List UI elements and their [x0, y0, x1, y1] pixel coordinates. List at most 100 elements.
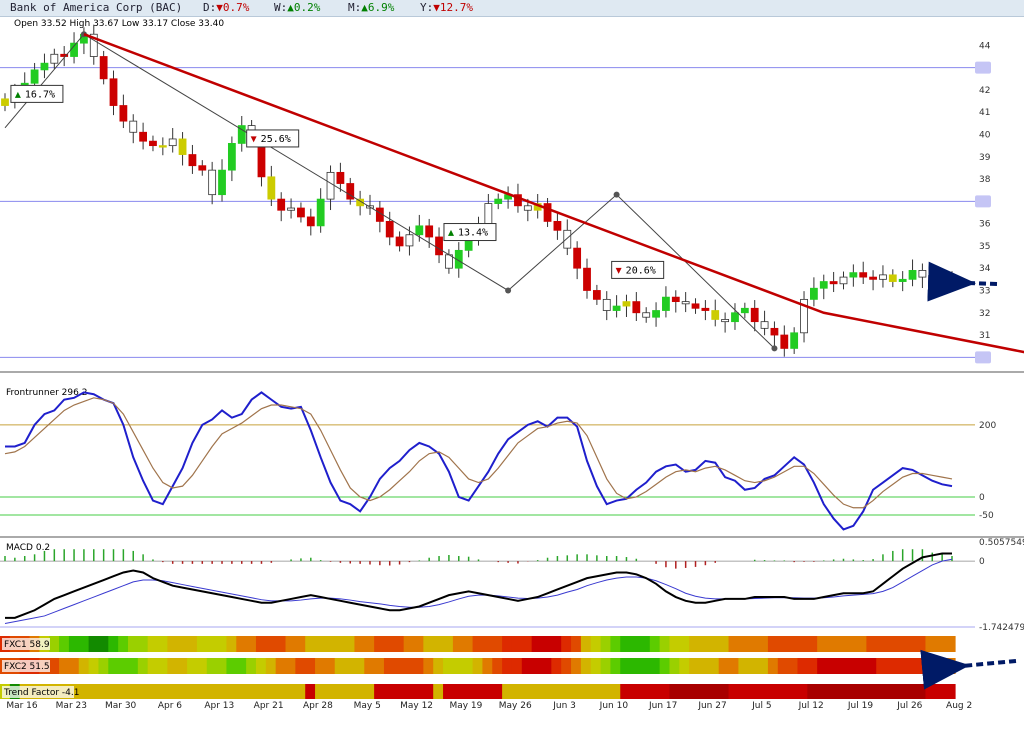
heatmap-cell — [354, 636, 365, 652]
candle-body — [740, 307, 749, 314]
heatmap-cell — [827, 636, 838, 652]
candle-body — [40, 62, 49, 71]
heatmap-cell — [600, 636, 612, 652]
candle-body — [395, 236, 404, 247]
heatmap-cell — [226, 684, 237, 699]
heatmap-cell — [915, 658, 927, 674]
heatmap-cell — [777, 684, 789, 699]
candle-body — [602, 298, 611, 311]
candle-body — [385, 220, 394, 238]
heatmap-cell — [728, 684, 740, 699]
heatmap-cell — [236, 684, 247, 699]
candle-body — [454, 249, 463, 269]
heatmap-cell — [413, 636, 424, 652]
heatmap-cell — [876, 658, 887, 674]
swing-callout-box — [443, 223, 497, 242]
heatmap-cell — [846, 636, 858, 652]
candle-body — [849, 272, 858, 278]
heatmap-cell — [590, 658, 602, 674]
heatmap-cell — [246, 658, 257, 674]
heatmap-cell — [334, 636, 346, 652]
heatmap-cell — [383, 636, 395, 652]
candle-body — [405, 234, 414, 247]
candle-body — [227, 143, 236, 171]
heatmap-cell — [147, 658, 159, 674]
heatmap-cell — [344, 684, 356, 699]
heatmap-label-bg — [2, 660, 50, 672]
heatmap-cell — [895, 636, 907, 652]
heatmap-cell — [748, 684, 759, 699]
heatmap-cell — [68, 658, 80, 674]
heatmap-cell — [216, 636, 228, 652]
heatmap-cell — [620, 658, 631, 674]
heatmap-cell — [108, 636, 119, 652]
swing-callout-arrow: ▼ — [251, 134, 257, 145]
heatmap-cell — [403, 658, 415, 674]
swing-callout-box — [611, 260, 665, 279]
heatmap-cell — [600, 658, 612, 674]
heatmap-cell — [492, 636, 503, 652]
heatmap-cell — [708, 636, 720, 652]
heatmap-cell — [738, 684, 749, 699]
swing-callout-value: 13.4% — [458, 228, 488, 239]
heatmap-cell — [265, 636, 277, 652]
candle-body — [642, 312, 651, 318]
heatmap-cell — [649, 684, 661, 699]
heatmap-cell — [866, 636, 877, 652]
heatmap-cell — [915, 684, 927, 699]
candle-body — [306, 216, 315, 227]
y-tick-label: 200 — [979, 421, 996, 431]
price-panel[interactable]: 303132333435363738394041424344▲16.7%▼25.… — [0, 24, 1024, 364]
candle-body — [888, 274, 897, 282]
heatmap-cell — [945, 684, 956, 699]
heatmap-cell — [443, 636, 454, 652]
candle-body — [770, 327, 779, 336]
heatmap-cell — [226, 636, 237, 652]
heatmap-cell — [59, 658, 70, 674]
heatmap-cell — [610, 684, 621, 699]
heatmap-cell — [945, 658, 956, 674]
heatmap-cell — [836, 658, 848, 674]
candle-body — [750, 307, 759, 323]
heatmap-cell — [305, 658, 316, 674]
heatmap-cell — [305, 636, 316, 652]
heatmap-cell — [187, 636, 198, 652]
heatmap-cell — [571, 658, 582, 674]
heatmap-cell — [502, 684, 513, 699]
heatmap-cell — [354, 684, 365, 699]
heatmap-cell — [541, 658, 552, 674]
heatmap-cell — [699, 658, 710, 674]
heatmap-cell — [787, 658, 799, 674]
heatmap-cell — [866, 684, 877, 699]
heatmap-cell — [452, 658, 464, 674]
heatmap-cell — [905, 658, 917, 674]
heatmap-cell — [49, 636, 60, 652]
heatmap-cell — [255, 684, 267, 699]
frontrunner-slow-line — [4, 397, 953, 509]
heatmap-cell — [718, 636, 730, 652]
candle-body — [671, 296, 680, 303]
heatmap-cell — [177, 684, 188, 699]
heatmap-cell — [413, 684, 424, 699]
candle-body — [701, 307, 710, 311]
macd-panel: 0.5057549 0 -1.742479 — [0, 538, 1024, 633]
heatmap-cell — [433, 658, 444, 674]
heatmap-cell — [452, 684, 464, 699]
x-axis: Mar 16 Mar 23 Mar 30 Apr 6 Apr 13 Apr 21 Apr 2… — [6, 701, 972, 711]
heatmap-cell — [443, 658, 454, 674]
heatmap-cell — [886, 658, 897, 674]
heatmap-cell — [88, 684, 100, 699]
heatmap-cell — [393, 636, 405, 652]
swing-point — [505, 287, 512, 294]
heatmap-cell — [285, 658, 296, 674]
price-level-tag — [975, 61, 991, 74]
candle-body — [188, 154, 197, 167]
heatmap-cell — [127, 658, 139, 674]
candle-body — [70, 42, 78, 57]
swing-callout-box — [246, 129, 300, 148]
heatmap-cell — [620, 684, 631, 699]
candle-body — [553, 220, 562, 231]
candle-body — [1, 98, 9, 106]
heatmap-cell — [659, 658, 671, 674]
